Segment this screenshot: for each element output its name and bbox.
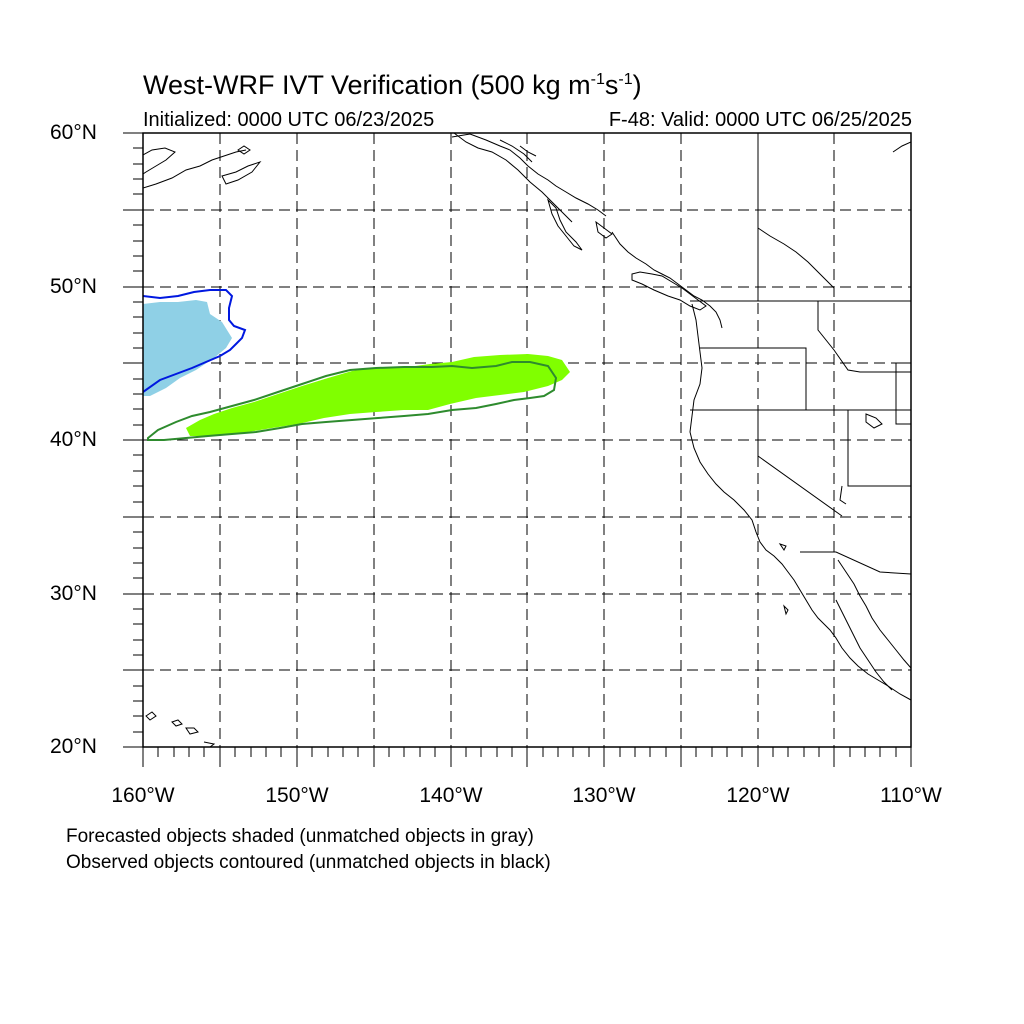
footnote-observed: Observed objects contoured (unmatched ob… <box>66 852 551 873</box>
map-gridlines <box>143 133 911 747</box>
lat-label-50n: 50°N <box>50 275 97 298</box>
lon-label-110w: 110°W <box>880 784 942 807</box>
lat-label-20n: 20°N <box>50 735 97 758</box>
axis-ticks <box>123 132 912 767</box>
title-sup-1: -1 <box>590 71 605 88</box>
title-end: ) <box>632 70 642 100</box>
observed-object-2-contour <box>147 361 558 441</box>
lon-label-120w: 120°W <box>726 784 790 807</box>
footnote-forecast: Forecasted objects shaded (unmatched obj… <box>66 826 534 847</box>
initialized-time: Initialized: 0000 UTC 06/23/2025 <box>143 109 435 131</box>
forecast-object-2-shaded <box>186 354 570 436</box>
lon-label-160w: 160°W <box>111 784 175 807</box>
coastlines <box>143 133 911 747</box>
observed-object-1-contour <box>143 289 247 393</box>
lon-label-140w: 140°W <box>419 784 483 807</box>
title-main: West-WRF IVT Verification (500 kg m <box>143 70 591 100</box>
lat-label-40n: 40°N <box>50 428 97 451</box>
lat-label-60n: 60°N <box>50 121 97 144</box>
title-sup-2: -1 <box>618 71 633 88</box>
lon-label-130w: 130°W <box>572 784 636 807</box>
valid-time: F-48: Valid: 0000 UTC 06/25/2025 <box>608 109 912 131</box>
lon-label-150w: 150°W <box>265 784 329 807</box>
title-mid: s <box>604 70 619 100</box>
forecast-object-1-shaded <box>143 300 232 396</box>
lat-label-30n: 30°N <box>50 582 97 605</box>
map-title: West-WRF IVT Verification (500 kg m-1s-1… <box>143 70 642 101</box>
